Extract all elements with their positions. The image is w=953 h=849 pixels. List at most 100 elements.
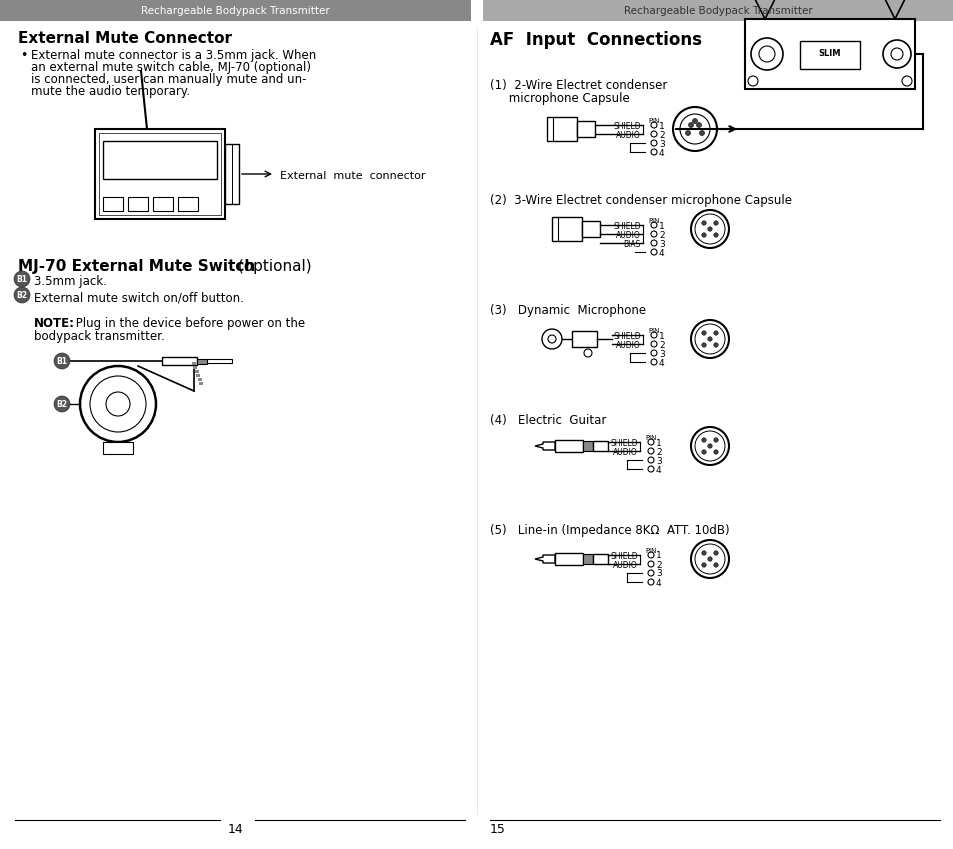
Circle shape	[701, 563, 705, 567]
Circle shape	[695, 324, 724, 354]
Circle shape	[759, 46, 774, 62]
Text: microphone Capsule: microphone Capsule	[490, 92, 629, 105]
Circle shape	[707, 227, 712, 231]
Bar	[593, 554, 607, 564]
Text: 1: 1	[656, 438, 661, 447]
Text: (3)   Dynamic  Microphone: (3) Dynamic Microphone	[490, 304, 645, 317]
Circle shape	[650, 332, 657, 338]
Text: 3.5mm jack.: 3.5mm jack.	[34, 275, 107, 288]
Text: External mute switch on/off button.: External mute switch on/off button.	[34, 291, 244, 304]
Bar	[555, 553, 582, 565]
Text: PIN: PIN	[644, 548, 656, 554]
Circle shape	[650, 359, 657, 365]
Circle shape	[750, 38, 782, 70]
Circle shape	[713, 331, 718, 335]
Circle shape	[54, 396, 70, 412]
Text: BIAS: BIAS	[623, 240, 640, 249]
Circle shape	[701, 221, 705, 225]
Circle shape	[701, 450, 705, 454]
Circle shape	[650, 140, 657, 146]
Text: 2: 2	[656, 447, 661, 457]
Circle shape	[672, 107, 717, 151]
Bar	[582, 441, 593, 451]
Text: 4: 4	[659, 149, 664, 158]
Text: 4: 4	[659, 358, 664, 368]
Text: 15: 15	[490, 823, 505, 836]
Text: PIN: PIN	[647, 328, 659, 334]
Circle shape	[713, 233, 718, 237]
Circle shape	[882, 40, 910, 68]
Circle shape	[701, 551, 705, 555]
Circle shape	[547, 335, 556, 343]
Text: PIN: PIN	[647, 118, 659, 124]
Circle shape	[80, 366, 156, 442]
Circle shape	[106, 392, 130, 416]
Bar	[577, 121, 595, 137]
Text: 1: 1	[656, 552, 661, 560]
Text: (4)   Electric  Guitar: (4) Electric Guitar	[490, 414, 606, 427]
Bar	[99, 133, 221, 215]
Text: (5)   Line-in (Impedance 8KΩ  ATT. 10dB): (5) Line-in (Impedance 8KΩ ATT. 10dB)	[490, 524, 729, 537]
Circle shape	[701, 438, 705, 442]
Bar	[482, 0, 953, 21]
Text: 3: 3	[659, 139, 664, 149]
Text: B2: B2	[56, 400, 68, 408]
Circle shape	[690, 210, 728, 248]
Bar	[225, 144, 239, 204]
Circle shape	[647, 561, 654, 567]
Bar	[103, 197, 123, 211]
Circle shape	[707, 557, 712, 561]
Circle shape	[650, 341, 657, 347]
Circle shape	[701, 331, 705, 335]
Text: 1: 1	[659, 121, 664, 131]
Text: (1)  2-Wire Electret condenser: (1) 2-Wire Electret condenser	[490, 79, 667, 92]
Text: SHIELD: SHIELD	[610, 552, 638, 561]
Circle shape	[54, 353, 70, 369]
Text: 2: 2	[659, 230, 664, 239]
Circle shape	[713, 450, 718, 454]
Circle shape	[690, 320, 728, 358]
Text: Rechargeable Bodypack Transmitter: Rechargeable Bodypack Transmitter	[140, 5, 329, 15]
Circle shape	[650, 240, 657, 246]
Circle shape	[901, 76, 911, 86]
Circle shape	[679, 114, 709, 144]
Bar	[194, 370, 199, 373]
Text: 1: 1	[659, 222, 664, 230]
Circle shape	[14, 271, 30, 287]
Circle shape	[14, 287, 30, 303]
Circle shape	[690, 540, 728, 578]
Circle shape	[650, 231, 657, 237]
Text: 4: 4	[656, 465, 661, 475]
Bar	[552, 217, 581, 241]
Bar	[582, 554, 593, 564]
Bar	[199, 382, 203, 385]
Text: B2: B2	[16, 290, 28, 300]
Circle shape	[707, 337, 712, 341]
Circle shape	[647, 457, 654, 463]
Text: AUDIO: AUDIO	[616, 341, 640, 350]
Text: External  mute  connector: External mute connector	[280, 171, 425, 181]
Text: 3: 3	[659, 239, 664, 249]
Text: AUDIO: AUDIO	[616, 231, 640, 240]
Text: MJ-70 External Mute Switch: MJ-70 External Mute Switch	[18, 259, 255, 274]
Circle shape	[707, 444, 712, 448]
Circle shape	[647, 552, 654, 558]
Circle shape	[541, 329, 561, 349]
Text: Plug in the device before power on the: Plug in the device before power on the	[71, 317, 305, 330]
Text: NOTE:: NOTE:	[34, 317, 75, 330]
Text: AUDIO: AUDIO	[616, 131, 640, 140]
Bar	[207, 359, 232, 363]
Text: AUDIO: AUDIO	[613, 561, 638, 570]
Circle shape	[701, 233, 705, 237]
Text: SLIM: SLIM	[818, 48, 841, 58]
Circle shape	[713, 221, 718, 225]
Polygon shape	[535, 442, 555, 450]
Bar	[744, 19, 914, 89]
Circle shape	[583, 349, 592, 357]
Polygon shape	[535, 555, 555, 563]
Circle shape	[650, 249, 657, 255]
Circle shape	[647, 579, 654, 585]
Bar	[593, 441, 607, 451]
Text: External mute connector is a 3.5mm jack. When: External mute connector is a 3.5mm jack.…	[30, 49, 315, 62]
Circle shape	[90, 376, 146, 432]
